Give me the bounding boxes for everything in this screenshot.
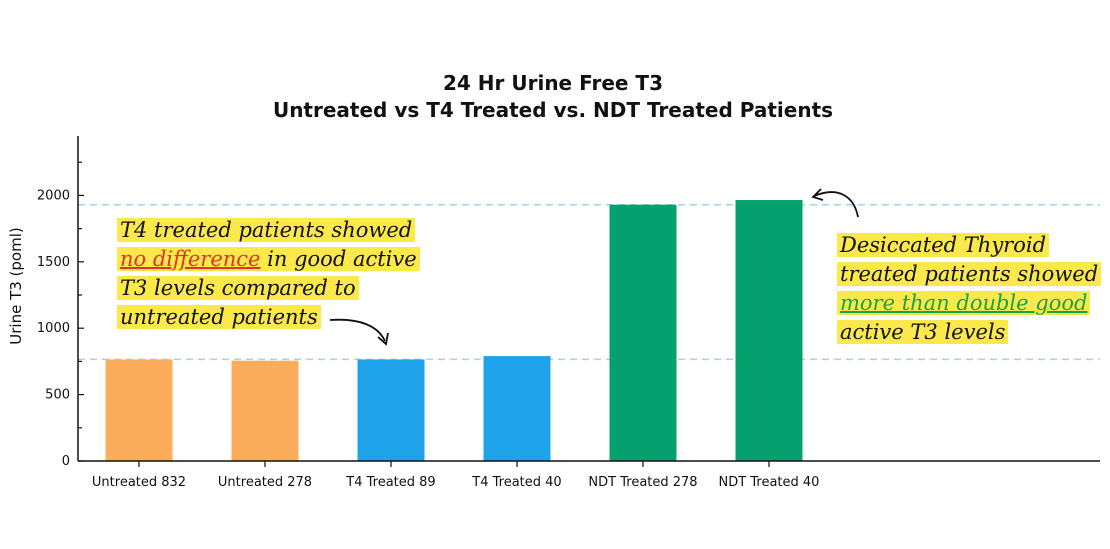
bar-3 xyxy=(357,359,425,461)
x-tick-label: NDT Treated 278 xyxy=(588,475,697,490)
right-annotation: Desiccated Thyroid treated patients show… xyxy=(837,231,1102,347)
y-tick-label: 500 xyxy=(45,388,70,403)
x-tick-label: NDT Treated 40 xyxy=(719,475,820,490)
y-tick-label: 2000 xyxy=(37,188,70,203)
bar-4 xyxy=(483,356,551,461)
y-axis-label: Urine T3 (poml) xyxy=(7,227,25,344)
right-note-line-1: Desiccated Thyroid xyxy=(837,233,1050,257)
left-note-line-4: untreated patients xyxy=(117,305,321,329)
y-tick-label: 0 xyxy=(62,454,70,469)
bar-1 xyxy=(105,359,173,461)
bar-6 xyxy=(735,200,803,461)
y-tick-label: 1500 xyxy=(37,255,70,270)
x-tick-label: T4 Treated 89 xyxy=(345,475,435,490)
x-tick-label: Untreated 278 xyxy=(218,475,312,490)
bar-5 xyxy=(609,204,677,462)
x-ticks: Untreated 832 Untreated 278 T4 Treated 89 T… xyxy=(92,461,820,490)
left-annotation: T4 treated patients showed no difference… xyxy=(117,216,420,332)
left-note-emphasis: no difference xyxy=(120,247,261,271)
y-ticks: 0 500 1000 1500 2000 xyxy=(37,161,84,469)
chart-title-line-1: 24 Hr Urine Free T3 xyxy=(443,71,663,95)
left-note-line-1: T4 treated patients showed xyxy=(117,218,416,242)
reference-lines xyxy=(78,203,1100,361)
right-note-line-4: active T3 levels xyxy=(837,320,1009,344)
bar-2 xyxy=(231,360,299,461)
left-note-arrow xyxy=(329,318,386,342)
right-note-arrow xyxy=(813,191,859,218)
right-note-line-2: treated patients showed xyxy=(837,262,1102,286)
bars xyxy=(105,200,803,462)
left-note-line-3: T3 levels compared to xyxy=(117,276,359,300)
left-note-line-2: in good active xyxy=(260,247,417,271)
right-note-arrowhead xyxy=(811,188,824,201)
right-note-emphasis: more than double good xyxy=(840,291,1088,315)
left-note-arrowhead xyxy=(377,332,389,346)
x-tick-label: Untreated 832 xyxy=(92,475,186,490)
y-tick-label: 1000 xyxy=(37,321,70,336)
chart-title-line-2: Untreated vs T4 Treated vs. NDT Treated … xyxy=(273,98,833,122)
x-tick-label: T4 Treated 40 xyxy=(471,475,561,490)
